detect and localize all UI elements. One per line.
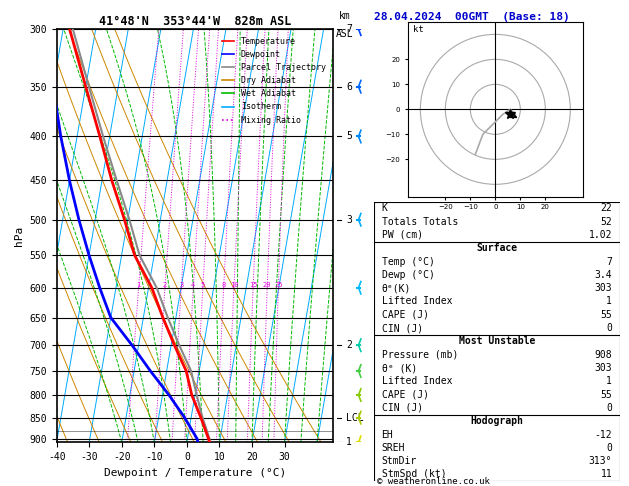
- X-axis label: Dewpoint / Temperature (°C): Dewpoint / Temperature (°C): [104, 468, 286, 478]
- Legend: Temperature, Dewpoint, Parcel Trajectory, Dry Adiabat, Wet Adiabat, Isotherm, Mi: Temperature, Dewpoint, Parcel Trajectory…: [218, 34, 329, 128]
- Text: 22: 22: [601, 203, 612, 213]
- Text: -12: -12: [594, 430, 612, 439]
- Text: 7: 7: [606, 257, 612, 267]
- Text: 7: 7: [346, 24, 352, 34]
- Text: 8: 8: [221, 282, 226, 288]
- Text: PW (cm): PW (cm): [382, 230, 423, 240]
- Text: 908: 908: [594, 350, 612, 360]
- Y-axis label: hPa: hPa: [14, 226, 24, 246]
- Text: Lifted Index: Lifted Index: [382, 376, 452, 386]
- Text: 1: 1: [346, 437, 352, 447]
- Text: Totals Totals: Totals Totals: [382, 217, 458, 226]
- Text: © weatheronline.co.uk: © weatheronline.co.uk: [377, 477, 490, 486]
- Text: CAPE (J): CAPE (J): [382, 310, 428, 320]
- Title: 41°48'N  353°44'W  828m ASL: 41°48'N 353°44'W 828m ASL: [99, 15, 291, 28]
- Text: StmSpd (kt): StmSpd (kt): [382, 469, 446, 480]
- Text: LCL: LCL: [346, 413, 364, 423]
- Text: 3: 3: [346, 215, 352, 225]
- Text: 1: 1: [136, 282, 141, 288]
- Text: 313°: 313°: [589, 456, 612, 466]
- Text: 3.4: 3.4: [594, 270, 612, 280]
- Text: 4: 4: [191, 282, 196, 288]
- Text: 5: 5: [201, 282, 205, 288]
- Text: 52: 52: [601, 217, 612, 226]
- Text: km: km: [338, 11, 350, 21]
- Text: 1: 1: [606, 296, 612, 307]
- Text: Temp (°C): Temp (°C): [382, 257, 435, 267]
- Text: Hodograph: Hodograph: [470, 416, 523, 426]
- Text: 5: 5: [346, 132, 352, 141]
- Text: Surface: Surface: [476, 243, 518, 253]
- Text: θᵉ (K): θᵉ (K): [382, 363, 417, 373]
- Text: 0: 0: [606, 443, 612, 453]
- Text: 303: 303: [594, 363, 612, 373]
- Text: CAPE (J): CAPE (J): [382, 390, 428, 399]
- Text: 0: 0: [606, 403, 612, 413]
- Text: 28.04.2024  00GMT  (Base: 18): 28.04.2024 00GMT (Base: 18): [374, 12, 570, 22]
- Text: CIN (J): CIN (J): [382, 323, 423, 333]
- Text: SREH: SREH: [382, 443, 405, 453]
- Text: Dewp (°C): Dewp (°C): [382, 270, 435, 280]
- Text: EH: EH: [382, 430, 393, 439]
- Text: kt: kt: [413, 25, 423, 34]
- Text: CIN (J): CIN (J): [382, 403, 423, 413]
- Text: 0: 0: [606, 323, 612, 333]
- Text: 11: 11: [601, 469, 612, 480]
- Text: 303: 303: [594, 283, 612, 293]
- Text: StmDir: StmDir: [382, 456, 417, 466]
- Text: 3: 3: [179, 282, 184, 288]
- Text: 55: 55: [601, 310, 612, 320]
- Text: 25: 25: [274, 282, 282, 288]
- Text: 1: 1: [606, 376, 612, 386]
- Text: 15: 15: [249, 282, 257, 288]
- Text: Pressure (mb): Pressure (mb): [382, 350, 458, 360]
- Text: 55: 55: [601, 390, 612, 399]
- Text: θᵉ(K): θᵉ(K): [382, 283, 411, 293]
- Text: Most Unstable: Most Unstable: [459, 336, 535, 347]
- Text: 6: 6: [346, 82, 352, 92]
- Text: 2: 2: [346, 340, 352, 350]
- Text: Lifted Index: Lifted Index: [382, 296, 452, 307]
- Text: 1.02: 1.02: [589, 230, 612, 240]
- Text: 20: 20: [263, 282, 272, 288]
- Text: ASL: ASL: [335, 30, 353, 39]
- Text: 10: 10: [230, 282, 238, 288]
- Text: 2: 2: [163, 282, 167, 288]
- Text: K: K: [382, 203, 387, 213]
